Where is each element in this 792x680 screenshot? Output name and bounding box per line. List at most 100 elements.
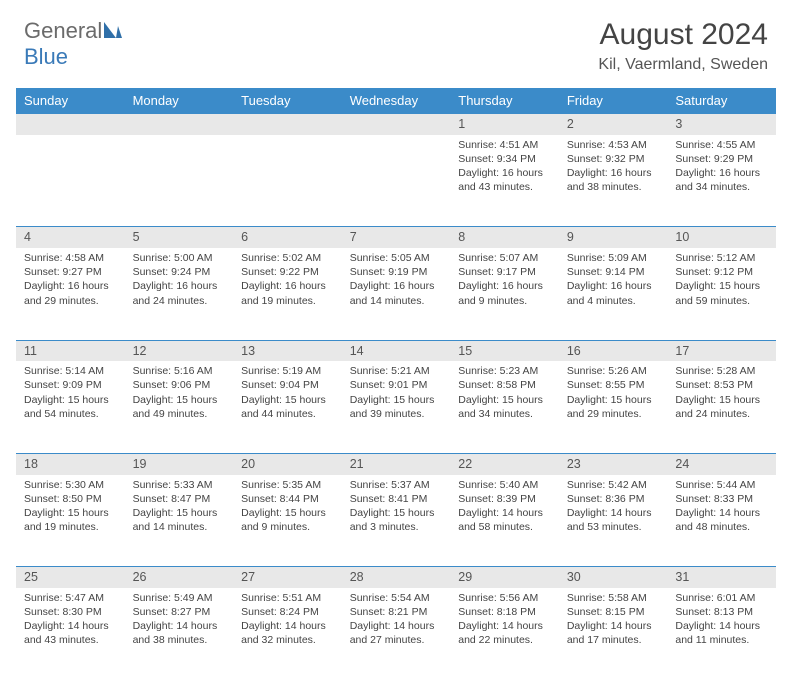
day-body-cell: Sunrise: 5:02 AMSunset: 9:22 PMDaylight:… bbox=[233, 248, 342, 340]
week-body-row: Sunrise: 4:58 AMSunset: 9:27 PMDaylight:… bbox=[16, 248, 776, 340]
sunset-text: Sunset: 8:58 PM bbox=[458, 378, 551, 392]
daylight-text: Daylight: 15 hours and 39 minutes. bbox=[350, 393, 443, 421]
daylight-text: Daylight: 14 hours and 32 minutes. bbox=[241, 619, 334, 647]
day-number-cell: 9 bbox=[559, 227, 668, 248]
day-body-cell: Sunrise: 5:00 AMSunset: 9:24 PMDaylight:… bbox=[125, 248, 234, 340]
daylight-text: Daylight: 14 hours and 27 minutes. bbox=[350, 619, 443, 647]
day-body-cell: Sunrise: 5:07 AMSunset: 9:17 PMDaylight:… bbox=[450, 248, 559, 340]
day-body-cell: Sunrise: 4:55 AMSunset: 9:29 PMDaylight:… bbox=[667, 135, 776, 227]
day-number-cell: 16 bbox=[559, 340, 668, 361]
sunset-text: Sunset: 8:44 PM bbox=[241, 492, 334, 506]
daylight-text: Daylight: 15 hours and 29 minutes. bbox=[567, 393, 660, 421]
sunset-text: Sunset: 9:29 PM bbox=[675, 152, 768, 166]
sunset-text: Sunset: 9:12 PM bbox=[675, 265, 768, 279]
week-body-row: Sunrise: 5:14 AMSunset: 9:09 PMDaylight:… bbox=[16, 361, 776, 453]
week-daynum-row: 123 bbox=[16, 114, 776, 135]
logo-text-general: General bbox=[24, 18, 102, 44]
sunset-text: Sunset: 9:34 PM bbox=[458, 152, 551, 166]
sunset-text: Sunset: 9:14 PM bbox=[567, 265, 660, 279]
weekday-header: Monday bbox=[125, 88, 234, 114]
day-body-cell: Sunrise: 5:40 AMSunset: 8:39 PMDaylight:… bbox=[450, 475, 559, 567]
sunrise-text: Sunrise: 5:19 AM bbox=[241, 364, 334, 378]
day-body-cell: Sunrise: 5:26 AMSunset: 8:55 PMDaylight:… bbox=[559, 361, 668, 453]
day-body-cell: Sunrise: 5:35 AMSunset: 8:44 PMDaylight:… bbox=[233, 475, 342, 567]
week-body-row: Sunrise: 4:51 AMSunset: 9:34 PMDaylight:… bbox=[16, 135, 776, 227]
day-number-cell bbox=[16, 114, 125, 135]
sunset-text: Sunset: 8:36 PM bbox=[567, 492, 660, 506]
sunrise-text: Sunrise: 5:30 AM bbox=[24, 478, 117, 492]
sunset-text: Sunset: 9:32 PM bbox=[567, 152, 660, 166]
sunrise-text: Sunrise: 5:58 AM bbox=[567, 591, 660, 605]
day-number-cell: 5 bbox=[125, 227, 234, 248]
location-text: Kil, Vaermland, Sweden bbox=[598, 56, 768, 74]
day-body-cell: Sunrise: 5:44 AMSunset: 8:33 PMDaylight:… bbox=[667, 475, 776, 567]
sunrise-text: Sunrise: 5:40 AM bbox=[458, 478, 551, 492]
sunrise-text: Sunrise: 6:01 AM bbox=[675, 591, 768, 605]
day-number-cell: 8 bbox=[450, 227, 559, 248]
day-body-cell: Sunrise: 5:58 AMSunset: 8:15 PMDaylight:… bbox=[559, 588, 668, 680]
sunrise-text: Sunrise: 5:37 AM bbox=[350, 478, 443, 492]
logo-sail-icon bbox=[102, 20, 124, 45]
day-body-cell: Sunrise: 5:51 AMSunset: 8:24 PMDaylight:… bbox=[233, 588, 342, 680]
day-number-cell: 2 bbox=[559, 114, 668, 135]
day-number-cell: 19 bbox=[125, 453, 234, 474]
day-number-cell: 30 bbox=[559, 567, 668, 588]
daylight-text: Daylight: 16 hours and 9 minutes. bbox=[458, 279, 551, 307]
daylight-text: Daylight: 15 hours and 9 minutes. bbox=[241, 506, 334, 534]
sunrise-text: Sunrise: 4:55 AM bbox=[675, 138, 768, 152]
sunrise-text: Sunrise: 4:51 AM bbox=[458, 138, 551, 152]
day-body-cell: Sunrise: 5:05 AMSunset: 9:19 PMDaylight:… bbox=[342, 248, 451, 340]
day-body-cell: Sunrise: 5:30 AMSunset: 8:50 PMDaylight:… bbox=[16, 475, 125, 567]
sunset-text: Sunset: 8:15 PM bbox=[567, 605, 660, 619]
sunrise-text: Sunrise: 5:07 AM bbox=[458, 251, 551, 265]
day-body-cell: Sunrise: 5:42 AMSunset: 8:36 PMDaylight:… bbox=[559, 475, 668, 567]
sunset-text: Sunset: 8:47 PM bbox=[133, 492, 226, 506]
daylight-text: Daylight: 14 hours and 43 minutes. bbox=[24, 619, 117, 647]
day-body-cell: Sunrise: 5:21 AMSunset: 9:01 PMDaylight:… bbox=[342, 361, 451, 453]
sunrise-text: Sunrise: 5:26 AM bbox=[567, 364, 660, 378]
sunset-text: Sunset: 9:24 PM bbox=[133, 265, 226, 279]
sunset-text: Sunset: 8:24 PM bbox=[241, 605, 334, 619]
calendar-header-row: SundayMondayTuesdayWednesdayThursdayFrid… bbox=[16, 88, 776, 114]
day-number-cell: 20 bbox=[233, 453, 342, 474]
weekday-header: Tuesday bbox=[233, 88, 342, 114]
daylight-text: Daylight: 15 hours and 19 minutes. bbox=[24, 506, 117, 534]
sunrise-text: Sunrise: 5:35 AM bbox=[241, 478, 334, 492]
weekday-header: Thursday bbox=[450, 88, 559, 114]
sunrise-text: Sunrise: 4:58 AM bbox=[24, 251, 117, 265]
sunrise-text: Sunrise: 5:02 AM bbox=[241, 251, 334, 265]
title-block: August 2024 Kil, Vaermland, Sweden bbox=[598, 18, 768, 74]
sunrise-text: Sunrise: 4:53 AM bbox=[567, 138, 660, 152]
day-body-cell: Sunrise: 5:09 AMSunset: 9:14 PMDaylight:… bbox=[559, 248, 668, 340]
sunset-text: Sunset: 9:19 PM bbox=[350, 265, 443, 279]
daylight-text: Daylight: 14 hours and 58 minutes. bbox=[458, 506, 551, 534]
daylight-text: Daylight: 16 hours and 14 minutes. bbox=[350, 279, 443, 307]
sunset-text: Sunset: 8:39 PM bbox=[458, 492, 551, 506]
sunset-text: Sunset: 9:22 PM bbox=[241, 265, 334, 279]
sunrise-text: Sunrise: 5:09 AM bbox=[567, 251, 660, 265]
daylight-text: Daylight: 14 hours and 53 minutes. bbox=[567, 506, 660, 534]
sunrise-text: Sunrise: 5:33 AM bbox=[133, 478, 226, 492]
weekday-header: Wednesday bbox=[342, 88, 451, 114]
day-number-cell: 17 bbox=[667, 340, 776, 361]
day-number-cell: 11 bbox=[16, 340, 125, 361]
day-body-cell bbox=[125, 135, 234, 227]
day-body-cell bbox=[233, 135, 342, 227]
day-body-cell bbox=[16, 135, 125, 227]
day-number-cell: 1 bbox=[450, 114, 559, 135]
day-number-cell: 31 bbox=[667, 567, 776, 588]
day-number-cell: 14 bbox=[342, 340, 451, 361]
sunrise-text: Sunrise: 5:49 AM bbox=[133, 591, 226, 605]
daylight-text: Daylight: 15 hours and 14 minutes. bbox=[133, 506, 226, 534]
sunset-text: Sunset: 9:06 PM bbox=[133, 378, 226, 392]
calendar-table: SundayMondayTuesdayWednesdayThursdayFrid… bbox=[16, 88, 776, 680]
month-title: August 2024 bbox=[598, 18, 768, 52]
sunrise-text: Sunrise: 5:16 AM bbox=[133, 364, 226, 378]
day-number-cell: 23 bbox=[559, 453, 668, 474]
logo-text-blue: Blue bbox=[24, 44, 68, 69]
daylight-text: Daylight: 16 hours and 29 minutes. bbox=[24, 279, 117, 307]
daylight-text: Daylight: 16 hours and 24 minutes. bbox=[133, 279, 226, 307]
daylight-text: Daylight: 14 hours and 38 minutes. bbox=[133, 619, 226, 647]
sunrise-text: Sunrise: 5:51 AM bbox=[241, 591, 334, 605]
logo: General bbox=[24, 18, 126, 44]
